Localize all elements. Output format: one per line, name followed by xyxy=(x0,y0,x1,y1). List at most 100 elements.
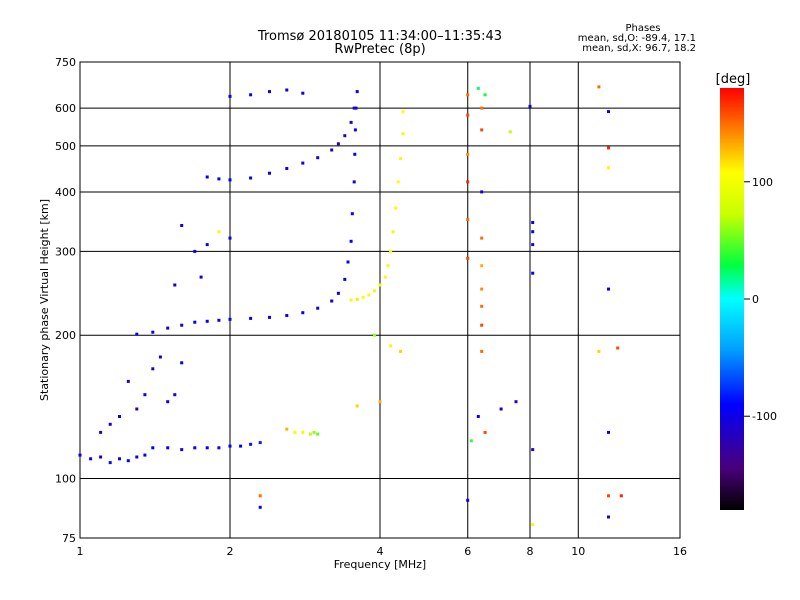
data-point xyxy=(336,142,340,146)
data-point xyxy=(301,161,305,165)
data-point xyxy=(193,320,197,324)
data-point xyxy=(268,90,271,94)
data-point xyxy=(607,146,610,150)
phase-info-x: mean, sd,X: 96.7, 18.2 xyxy=(582,43,696,54)
data-point xyxy=(480,349,484,353)
data-point xyxy=(268,171,271,175)
data-point xyxy=(528,104,532,108)
data-point xyxy=(607,515,610,519)
data-point xyxy=(466,152,470,156)
data-point xyxy=(350,212,354,216)
data-point xyxy=(607,287,610,291)
data-point xyxy=(143,393,147,397)
data-point xyxy=(386,264,390,268)
data-point xyxy=(607,166,610,170)
data-point xyxy=(355,404,359,408)
data-point xyxy=(301,311,305,315)
data-point xyxy=(466,218,470,222)
data-point xyxy=(258,494,262,498)
data-point xyxy=(180,224,184,227)
chart-subtitle: RwPretec (8p) xyxy=(334,42,425,57)
data-point xyxy=(469,439,473,443)
x-tick-label: 8 xyxy=(527,545,534,558)
colorbar-label: [deg] xyxy=(716,72,751,87)
data-point xyxy=(531,221,535,224)
data-point xyxy=(466,180,470,184)
data-point xyxy=(401,132,405,136)
colorbar-ticks: 100 0 -100 xyxy=(744,176,777,423)
data-point xyxy=(173,393,177,397)
data-point xyxy=(378,400,382,404)
data-points xyxy=(78,85,623,527)
data-point xyxy=(78,453,82,457)
data-point xyxy=(228,94,232,98)
data-point xyxy=(480,323,484,327)
data-point xyxy=(361,296,365,299)
data-point xyxy=(354,106,358,110)
data-point xyxy=(355,297,359,301)
data-point xyxy=(401,110,405,114)
data-point xyxy=(249,316,253,320)
data-point xyxy=(508,130,512,134)
data-point xyxy=(316,306,320,310)
data-point xyxy=(108,422,112,426)
data-point xyxy=(389,249,393,253)
data-point xyxy=(352,180,356,184)
data-point xyxy=(193,446,197,450)
chart-title: Tromsø 20180105 11:34:00–11:35:43 xyxy=(257,29,502,44)
y-tick-label: 100 xyxy=(55,473,76,486)
data-point xyxy=(228,236,232,240)
grid-lines xyxy=(80,62,680,538)
data-point xyxy=(199,275,203,279)
x-tick-label: 10 xyxy=(571,545,585,558)
data-point xyxy=(205,175,209,179)
data-point xyxy=(217,446,221,450)
data-point xyxy=(616,346,620,350)
data-point xyxy=(483,430,487,434)
data-point xyxy=(89,457,93,461)
data-point xyxy=(466,498,470,502)
x-tick-label: 4 xyxy=(377,545,384,558)
data-point xyxy=(373,289,376,293)
data-point xyxy=(239,444,243,448)
data-point xyxy=(108,461,112,465)
data-point xyxy=(316,432,320,436)
data-point xyxy=(285,427,289,431)
data-point xyxy=(180,448,184,452)
data-point xyxy=(619,494,623,498)
colorbar xyxy=(720,88,744,510)
data-point xyxy=(355,90,359,94)
data-point xyxy=(228,317,232,321)
y-tick-labels: 75 100 200 300 400 500 600 750 xyxy=(55,56,76,545)
data-point xyxy=(607,110,610,114)
data-point xyxy=(205,446,209,450)
data-point xyxy=(394,206,398,210)
data-point xyxy=(343,134,347,138)
data-point xyxy=(99,455,103,459)
data-point xyxy=(531,523,535,527)
data-point xyxy=(607,430,610,434)
data-point xyxy=(293,430,297,434)
data-point xyxy=(349,239,353,243)
y-tick-label: 75 xyxy=(62,532,76,545)
data-point xyxy=(367,293,371,297)
data-point xyxy=(499,407,503,411)
data-point xyxy=(480,128,484,132)
data-point xyxy=(308,432,312,436)
data-point xyxy=(126,379,130,383)
data-point xyxy=(480,106,484,110)
data-point xyxy=(514,400,518,404)
data-point xyxy=(378,283,382,287)
data-point xyxy=(531,230,535,234)
data-point xyxy=(476,415,480,418)
colorbar-tick-label: 100 xyxy=(752,176,773,189)
data-point xyxy=(228,444,232,448)
data-point xyxy=(99,430,103,434)
data-point xyxy=(180,323,184,327)
data-point xyxy=(373,333,376,337)
x-tick-label: 2 xyxy=(227,545,234,558)
x-tick-label: 6 xyxy=(464,545,471,558)
data-point xyxy=(135,332,139,336)
data-point xyxy=(466,256,470,260)
data-point xyxy=(301,91,305,95)
